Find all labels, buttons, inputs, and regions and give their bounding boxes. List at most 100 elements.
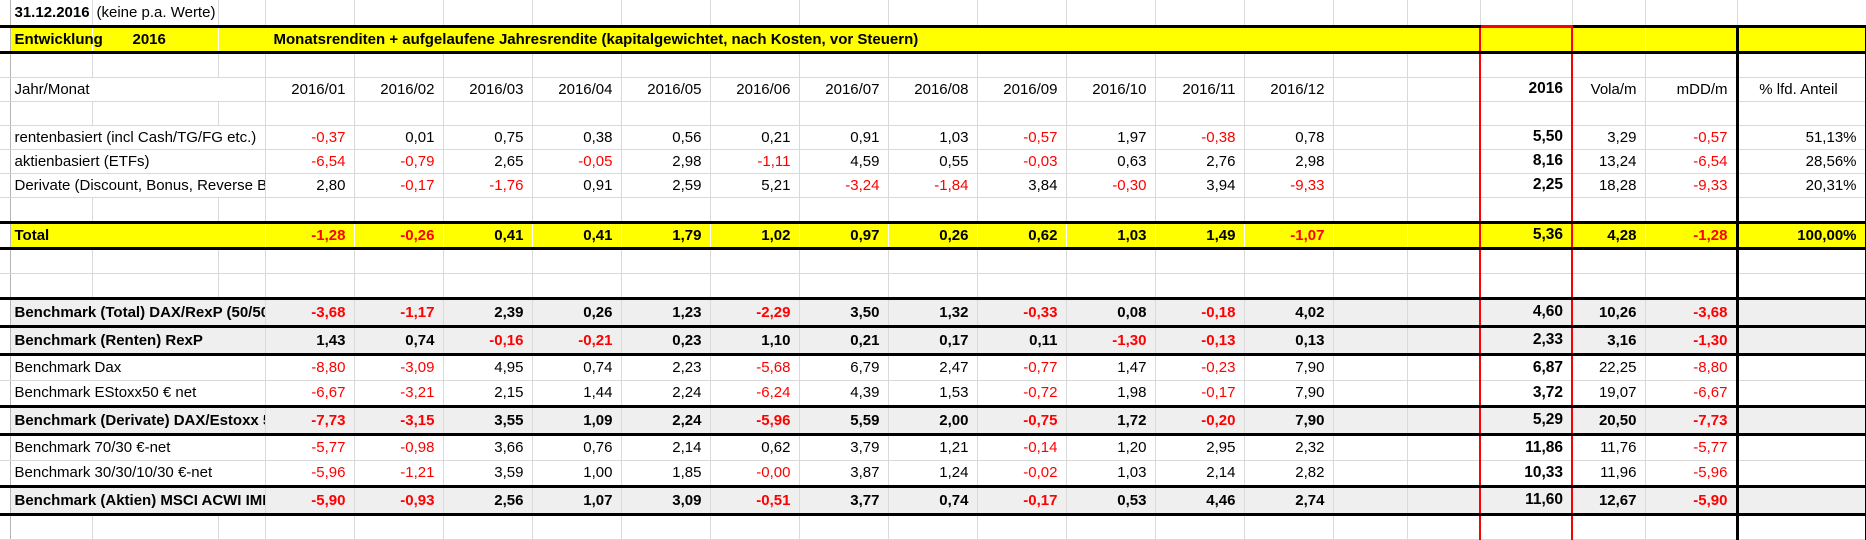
cell[interactable]: 3,77 — [799, 484, 889, 516]
cell[interactable] — [1480, 0, 1573, 27]
cell[interactable] — [218, 197, 266, 223]
cell[interactable] — [532, 52, 622, 78]
cell[interactable]: -0,98 — [354, 434, 444, 461]
cell[interactable] — [1645, 514, 1739, 540]
column-header[interactable]: 2016/06 — [710, 77, 800, 102]
cell[interactable]: 4,59 — [799, 149, 889, 174]
cell[interactable]: 100,00% — [1737, 220, 1866, 250]
cell[interactable] — [1407, 173, 1481, 198]
cell[interactable] — [1572, 248, 1646, 274]
cell[interactable]: 19,07 — [1572, 380, 1646, 407]
row-label[interactable]: Benchmark (Aktien) MSCI ACWI IMI €-net — [10, 484, 266, 516]
cell[interactable] — [1066, 197, 1156, 223]
cell[interactable] — [1333, 484, 1408, 516]
cell[interactable]: 1,03 — [888, 125, 978, 150]
cell[interactable] — [1737, 248, 1866, 274]
cell[interactable]: 1,98 — [1066, 380, 1156, 407]
cell[interactable] — [443, 52, 533, 78]
cell[interactable]: 2,14 — [621, 434, 711, 461]
cell[interactable] — [443, 197, 533, 223]
cell[interactable]: -1,30 — [1645, 324, 1739, 356]
cell[interactable] — [10, 52, 93, 78]
cell[interactable]: 0,62 — [977, 220, 1066, 250]
cell[interactable]: -8,80 — [1645, 354, 1739, 381]
cell[interactable]: -0,26 — [354, 220, 443, 250]
cell[interactable] — [1407, 354, 1481, 381]
cell[interactable] — [1244, 273, 1334, 299]
column-header[interactable]: 2016/07 — [799, 77, 889, 102]
cell[interactable]: 1,79 — [621, 220, 710, 250]
cell[interactable]: -0,93 — [354, 484, 444, 516]
cell[interactable]: 1,03 — [1066, 220, 1155, 250]
cell[interactable] — [888, 248, 978, 274]
cell[interactable]: 11,76 — [1572, 434, 1646, 461]
cell[interactable]: 0,53 — [1066, 484, 1156, 516]
cell[interactable]: -1,84 — [888, 173, 978, 198]
cell[interactable] — [1479, 273, 1573, 299]
cell[interactable]: -0,05 — [532, 149, 622, 174]
column-header[interactable]: Jahr/Monat — [10, 77, 266, 102]
cell[interactable] — [888, 0, 978, 27]
cell[interactable] — [265, 248, 355, 274]
cell[interactable]: -1,28 — [265, 220, 354, 250]
cell[interactable] — [1333, 0, 1408, 27]
column-header[interactable]: 2016/11 — [1155, 77, 1245, 102]
cell[interactable] — [265, 273, 355, 299]
cell[interactable] — [799, 0, 889, 27]
cell[interactable] — [1333, 296, 1408, 328]
cell[interactable] — [1333, 434, 1408, 461]
cell[interactable] — [621, 197, 711, 223]
cell[interactable] — [1333, 404, 1408, 436]
cell[interactable]: 2,76 — [1155, 149, 1245, 174]
cell[interactable] — [265, 52, 355, 78]
cell[interactable] — [1645, 52, 1739, 78]
cell[interactable]: 1,85 — [621, 460, 711, 487]
cell[interactable]: 2,32 — [1244, 434, 1334, 461]
cell[interactable]: 1,97 — [1066, 125, 1156, 150]
cell[interactable] — [1407, 125, 1481, 150]
cell[interactable]: 2,15 — [443, 380, 533, 407]
cell[interactable] — [1645, 273, 1739, 299]
cell[interactable] — [218, 273, 266, 299]
cell[interactable] — [1407, 380, 1481, 407]
cell[interactable]: 11,96 — [1572, 460, 1646, 487]
cell[interactable] — [888, 514, 978, 540]
cell[interactable]: 2,23 — [621, 354, 711, 381]
cell[interactable] — [1737, 24, 1866, 54]
cell[interactable] — [1066, 101, 1156, 126]
cell[interactable]: -9,33 — [1645, 173, 1739, 198]
cell[interactable] — [1737, 296, 1866, 328]
cell[interactable] — [1407, 324, 1481, 356]
cell[interactable] — [1407, 434, 1481, 461]
cell[interactable] — [1572, 101, 1646, 126]
cell[interactable]: -0,79 — [354, 149, 444, 174]
cell[interactable] — [1407, 248, 1481, 274]
cell[interactable]: 0,41 — [532, 220, 621, 250]
cell[interactable]: 4,95 — [443, 354, 533, 381]
cell[interactable]: 28,56% — [1737, 149, 1866, 174]
cell[interactable]: 2,98 — [621, 149, 711, 174]
cell[interactable] — [1333, 248, 1408, 274]
cell[interactable] — [977, 514, 1067, 540]
cell[interactable]: -3,24 — [799, 173, 889, 198]
cell[interactable]: 1,03 — [1066, 460, 1156, 487]
cell[interactable]: -0,75 — [977, 404, 1067, 436]
row-header-strip[interactable] — [0, 52, 11, 78]
cell[interactable] — [1407, 101, 1481, 126]
cell[interactable]: -0,23 — [1155, 354, 1245, 381]
cell[interactable] — [354, 273, 444, 299]
cell[interactable]: 0,08 — [1066, 296, 1156, 328]
cell[interactable]: -0,03 — [977, 149, 1067, 174]
report-date[interactable]: 31.12.2016 — [10, 0, 93, 27]
cell[interactable] — [1333, 173, 1408, 198]
row-label[interactable]: Benchmark 70/30 €-net — [10, 434, 266, 461]
cell[interactable] — [977, 197, 1067, 223]
cell[interactable]: -0,17 — [977, 484, 1067, 516]
row-label[interactable]: Benchmark (Total) DAX/RexP (50/50) — [10, 296, 266, 328]
cell[interactable]: 6,87 — [1479, 354, 1573, 381]
cell[interactable] — [799, 514, 889, 540]
cell[interactable]: 2,24 — [621, 380, 711, 407]
cell[interactable]: 0,97 — [799, 220, 888, 250]
row-header-strip[interactable] — [0, 404, 11, 436]
cell[interactable]: 1,43 — [265, 324, 355, 356]
